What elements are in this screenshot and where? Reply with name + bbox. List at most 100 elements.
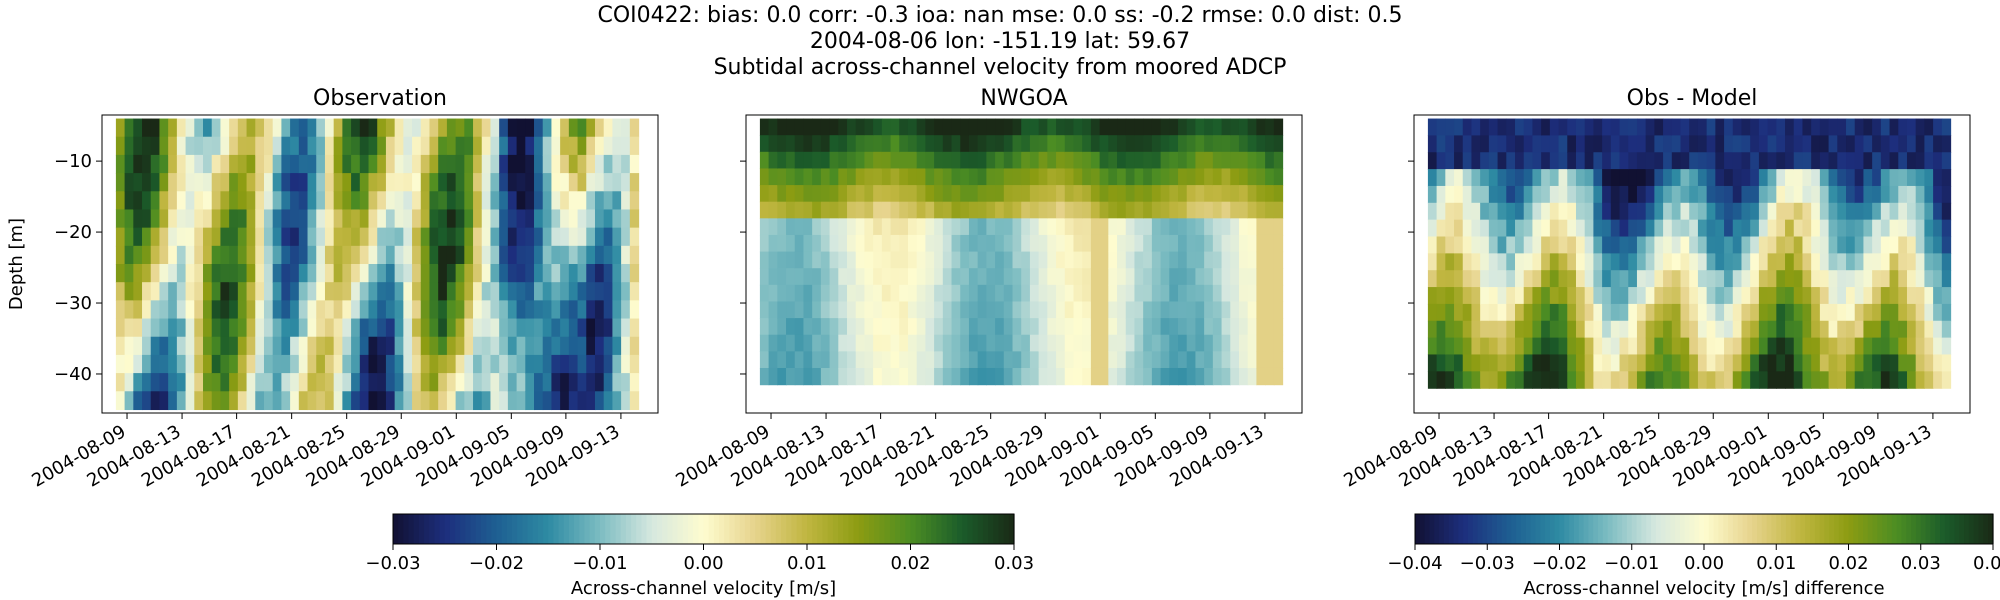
heatmap-cell <box>377 300 387 320</box>
heatmap-cell <box>1230 118 1240 136</box>
heatmap-cell <box>1793 202 1804 221</box>
heatmap-cell <box>1186 201 1197 219</box>
heatmap-cell <box>759 334 770 352</box>
heatmap-cell <box>1872 354 1882 372</box>
heatmap-cell <box>1671 118 1682 136</box>
heatmap-cell <box>1056 218 1066 236</box>
heatmap-cell <box>298 118 309 138</box>
heatmap-cell <box>1082 151 1092 170</box>
heatmap-cell <box>1750 337 1760 356</box>
heatmap-cell <box>1462 253 1473 271</box>
heatmap-cell <box>490 136 500 156</box>
heatmap-cell <box>986 268 996 286</box>
heatmap-cell <box>438 373 448 392</box>
heatmap-cell <box>1837 118 1847 136</box>
colorbar-1: −0.03 −0.02 −0.01 0.00 0.01 0.02 0.03Across-ch… <box>365 513 1034 599</box>
heatmap-cell <box>1273 318 1284 336</box>
heatmap-cell <box>429 282 439 301</box>
colorbar-segment <box>801 514 808 544</box>
heatmap-cell <box>1073 334 1083 352</box>
heatmap-cell <box>1575 270 1586 288</box>
heatmap-cell <box>142 245 152 265</box>
heatmap-cell <box>455 264 465 283</box>
heatmap-cell <box>1230 251 1240 269</box>
heatmap-cell <box>1793 371 1804 389</box>
heatmap-cell <box>586 318 596 338</box>
heatmap-cell <box>438 191 448 211</box>
heatmap-cell <box>1575 169 1586 187</box>
heatmap-cell <box>881 284 892 303</box>
heatmap-cell <box>220 336 230 356</box>
heatmap-cell <box>438 282 448 301</box>
heatmap-cell <box>298 373 309 392</box>
heatmap-cell <box>1706 371 1716 389</box>
heatmap-cell <box>133 318 143 338</box>
heatmap-cell <box>446 354 457 374</box>
colorbar-segment <box>631 514 637 544</box>
heatmap-cell <box>150 264 161 283</box>
heatmap-cell <box>194 336 204 356</box>
heatmap-cell <box>1872 219 1882 238</box>
colorbar-segment <box>1747 514 1753 544</box>
heatmap-cell <box>759 301 770 319</box>
heatmap-cell <box>916 118 926 136</box>
heatmap-cell <box>1108 318 1118 336</box>
heatmap-cell <box>612 245 622 265</box>
heatmap-cell <box>499 264 509 283</box>
heatmap-cell <box>1785 169 1795 187</box>
heatmap-cell <box>551 136 561 156</box>
colorbar-tick-label: 0.02 <box>1828 553 1868 574</box>
heatmap-cell <box>438 118 448 138</box>
heatmap-cell <box>1819 236 1830 254</box>
heatmap-cell <box>1108 284 1118 303</box>
heatmap-cell <box>551 282 561 301</box>
colorbar-segment <box>1612 514 1618 544</box>
heatmap-cell <box>507 154 518 174</box>
heatmap-cell <box>124 391 134 411</box>
heatmap-cell <box>499 136 509 156</box>
colorbar-segment <box>1598 514 1604 544</box>
heatmap-cell <box>1427 202 1438 221</box>
heatmap-cell <box>568 245 579 265</box>
heatmap-cell <box>1802 337 1812 356</box>
heatmap-cell <box>890 301 900 319</box>
heatmap-cell <box>1715 371 1725 389</box>
heatmap-cell <box>1247 118 1258 136</box>
heatmap-cell <box>368 282 378 301</box>
heatmap-cell <box>263 336 274 356</box>
heatmap-cell <box>820 301 831 319</box>
heatmap-cell <box>864 318 874 336</box>
heatmap-cell <box>150 245 161 265</box>
heatmap-cell <box>1915 253 1926 271</box>
colorbar-segment <box>429 514 435 544</box>
heatmap-cell <box>1619 354 1629 372</box>
heatmap-cell <box>211 336 222 356</box>
colorbar-segment <box>563 514 570 544</box>
heatmap-cell <box>568 373 579 392</box>
heatmap-cell <box>1828 135 1838 153</box>
heatmap-cell <box>1846 118 1856 136</box>
heatmap-cell <box>438 245 448 265</box>
colorbar-segment <box>1516 514 1522 544</box>
heatmap-cell <box>1819 253 1830 271</box>
heatmap-cell <box>516 173 526 192</box>
heatmap-cell <box>1480 354 1490 372</box>
heatmap-cell <box>977 284 987 303</box>
heatmap-cell <box>420 300 431 320</box>
colorbar-segment <box>1622 514 1628 544</box>
heatmap-cell <box>1108 151 1118 170</box>
heatmap-cell <box>916 201 926 219</box>
heatmap-cell <box>1793 270 1804 288</box>
heatmap-cell <box>272 245 282 265</box>
heatmap-cell <box>1854 287 1865 305</box>
heatmap-cell <box>1811 371 1821 389</box>
heatmap-cell <box>542 227 553 247</box>
heatmap-cell <box>968 168 979 186</box>
heatmap-cell <box>1454 371 1464 389</box>
heatmap-cell <box>455 209 465 229</box>
heatmap-cell <box>907 218 918 236</box>
heatmap-cell <box>1230 301 1240 319</box>
heatmap-cell <box>812 168 822 186</box>
heatmap-cell <box>1663 270 1673 288</box>
